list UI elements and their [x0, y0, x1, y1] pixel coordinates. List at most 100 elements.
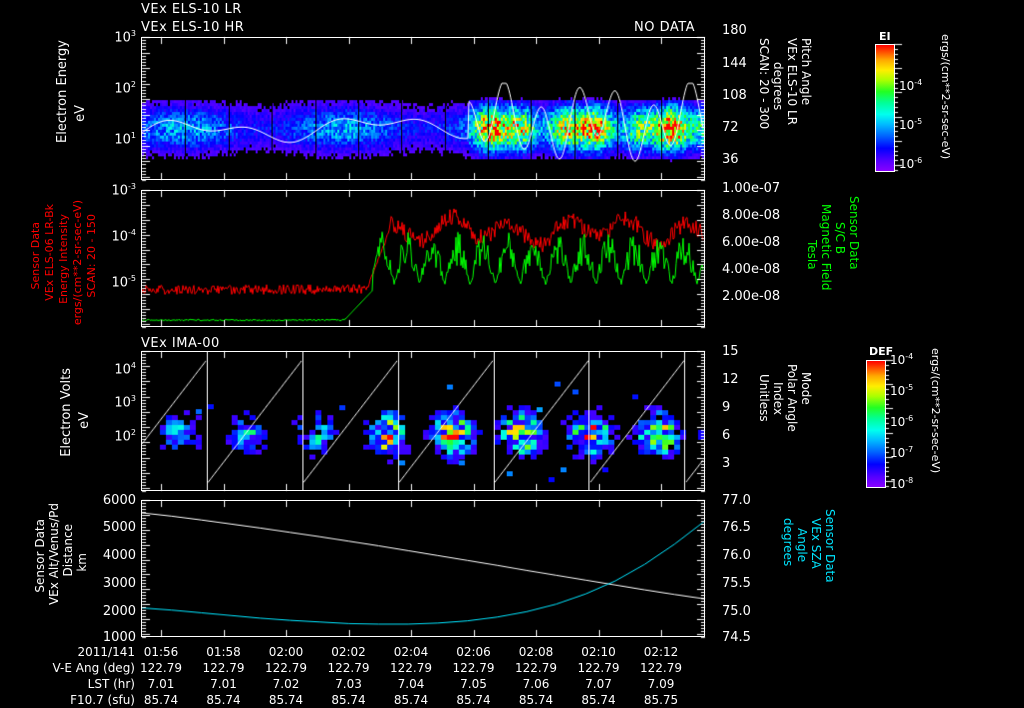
panel3-right-axis-polar-angle: Polar Angle — [785, 364, 799, 432]
label-text: Sensor Data — [847, 196, 861, 270]
tick-exponent: 3 — [130, 29, 136, 38]
footer-time: 02:02 — [331, 645, 366, 659]
panel1-left-axis-title: Electron Energy — [55, 40, 70, 143]
footer-time: 01:56 — [143, 645, 179, 659]
panel4-timeseries[interactable] — [141, 500, 705, 637]
footer-f107: 85.74 — [331, 693, 366, 707]
footer-ve-ang: 122.79 — [327, 661, 370, 675]
panel2-ytick-1e-4: 10-4 — [90, 228, 136, 244]
label-text: Unitless — [757, 374, 771, 422]
panel4-right-ytick-770: 77.0 — [722, 493, 751, 508]
label-text: Distance — [61, 524, 75, 577]
panel2-ytick-1e-5: 10-5 — [90, 274, 136, 290]
panel1-ytick-10: 101 — [88, 131, 136, 147]
panel4-ytick-3000: 3000 — [102, 576, 136, 591]
tick-exponent: 1 — [130, 131, 136, 140]
panel4-right-ytick-760: 76.0 — [722, 548, 751, 563]
tick-exponent: -5 — [914, 117, 923, 126]
panel4-right-ytick-745: 74.5 — [722, 630, 751, 645]
label-text: Angle — [795, 528, 809, 563]
panel1-right-axis-pitch-angle: Pitch Angle — [799, 38, 813, 105]
tick-exponent: 2 — [130, 80, 136, 89]
panel4-right-axis-sensor-data: Sensor Data — [823, 509, 837, 583]
footer-ve-ang: 122.79 — [515, 661, 557, 675]
panel3-colorbar-tick-4: 10-7 — [890, 445, 913, 460]
panel1-right-axis-degrees: degrees — [771, 62, 785, 111]
panel4-ytick-5000: 5000 — [102, 520, 136, 535]
label-text: ergs/(cm**2-sr-sec-eV) — [929, 348, 942, 474]
panel2-left-axis-sensor-data: Sensor Data — [29, 222, 42, 290]
panel2-left-axis-quantity: Energy Intensity — [57, 214, 70, 304]
footer-time: 02:06 — [456, 645, 491, 659]
panel3-ytick-1e2: 102 — [90, 428, 136, 444]
panel1-ytick-100: 102 — [88, 80, 136, 96]
footer-ve-ang: 122.79 — [390, 661, 432, 675]
panel4-ytick-2000: 2000 — [102, 604, 136, 619]
panel3-spectrogram[interactable] — [141, 351, 705, 491]
tick-exponent: -6 — [905, 414, 914, 423]
panel3-right-ytick-6: 6 — [722, 428, 731, 443]
footer-time: 02:00 — [268, 645, 304, 659]
panel1-right-ytick-144: 144 — [722, 56, 747, 71]
panel2-right-axis-units: Tesla — [805, 240, 819, 270]
panel3-right-ytick-15: 15 — [722, 344, 739, 359]
label-text: S/C B — [833, 222, 847, 255]
tick-mantissa: 10 — [111, 229, 129, 245]
label-text: Sensor Data — [29, 222, 42, 290]
footer-ve-ang: 122.79 — [202, 661, 245, 675]
tick-mantissa: 10 — [890, 384, 906, 398]
footer-ve-ang: 122.79 — [265, 661, 307, 675]
panel4-right-ytick-765: 76.5 — [722, 520, 751, 535]
footer-f107: 85.74 — [268, 693, 304, 707]
footer-lst: 7.02 — [272, 677, 300, 691]
panel2-timeseries[interactable] — [141, 190, 705, 327]
panel3-right-axis-unitless: Unitless — [757, 374, 771, 422]
tick-exponent: 3 — [130, 394, 136, 403]
footer-lst: 7.03 — [335, 677, 362, 691]
label-text: SCAN: 20 - 300 — [757, 38, 771, 130]
footer-lst: 7.06 — [522, 677, 550, 691]
footer-f107: 85.74 — [206, 693, 241, 707]
label-text: ergs/(cm**2-sr-sec-eV) — [939, 34, 952, 160]
panel1-right-axis-scan: SCAN: 20 - 300 — [757, 38, 771, 130]
tick-exponent: -4 — [128, 228, 136, 237]
panel1-colorbar-tick-2: 10-5 — [899, 117, 922, 132]
footer-ve-ang: 122.79 — [640, 661, 682, 675]
label-text: Sensor Data — [33, 519, 47, 593]
panel1-colorbar-tick-3: 10-6 — [899, 156, 922, 171]
label-text: VEx SZA — [809, 518, 823, 569]
footer-f107: 85.75 — [643, 693, 679, 707]
tick-mantissa: 10 — [114, 362, 131, 378]
panel2-right-ytick-4: 4.00e-08 — [722, 262, 781, 277]
label-text: degrees — [781, 518, 795, 567]
panel1-left-axis-units: eV — [73, 105, 88, 122]
panel3-left-axis-units: eV — [77, 412, 92, 429]
panel3-colorbar-tick-5: 10-8 — [890, 476, 913, 491]
footer-lst: 7.07 — [585, 677, 612, 691]
tick-mantissa: 10 — [114, 132, 131, 148]
tick-exponent: -6 — [914, 156, 923, 165]
tick-mantissa: 10 — [114, 81, 131, 97]
panel4-left-axis-quantity: Distance — [61, 524, 75, 577]
panel1-colorbar-tick-1: 10-4 — [899, 78, 922, 93]
footer-lst: 7.09 — [647, 677, 675, 691]
label-text: VEx ELS-06 LR-Bk — [43, 204, 56, 301]
panel1-title-lr: VEx ELS-10 LR — [141, 2, 242, 17]
tick-exponent: 4 — [130, 361, 136, 370]
panel3-title: VEx IMA-00 — [141, 336, 220, 351]
panel1-ytick-1000: 103 — [88, 29, 136, 45]
footer-label-f107: F10.7 (sfu) — [70, 693, 135, 707]
panel3-right-ytick-12: 12 — [722, 372, 739, 387]
panel1-spectrogram[interactable] — [141, 37, 705, 180]
tick-exponent: 2 — [130, 428, 136, 437]
tick-exponent: -4 — [914, 78, 923, 87]
label-text: Index — [771, 382, 785, 416]
footer-ve-ang: 122.79 — [452, 661, 495, 675]
panel2-left-axis-units: ergs/(cm**2-sr-sec-eV) — [71, 200, 84, 325]
footer-f107: 85.74 — [518, 693, 554, 707]
panel1-left-axis-line2: eV — [73, 105, 88, 122]
panel3-colorbar — [866, 360, 886, 488]
panel4-right-ytick-750: 75.0 — [722, 604, 751, 619]
label-text: degrees — [771, 62, 785, 111]
footer-label-ve-ang: V-E Ang (deg) — [52, 661, 135, 675]
